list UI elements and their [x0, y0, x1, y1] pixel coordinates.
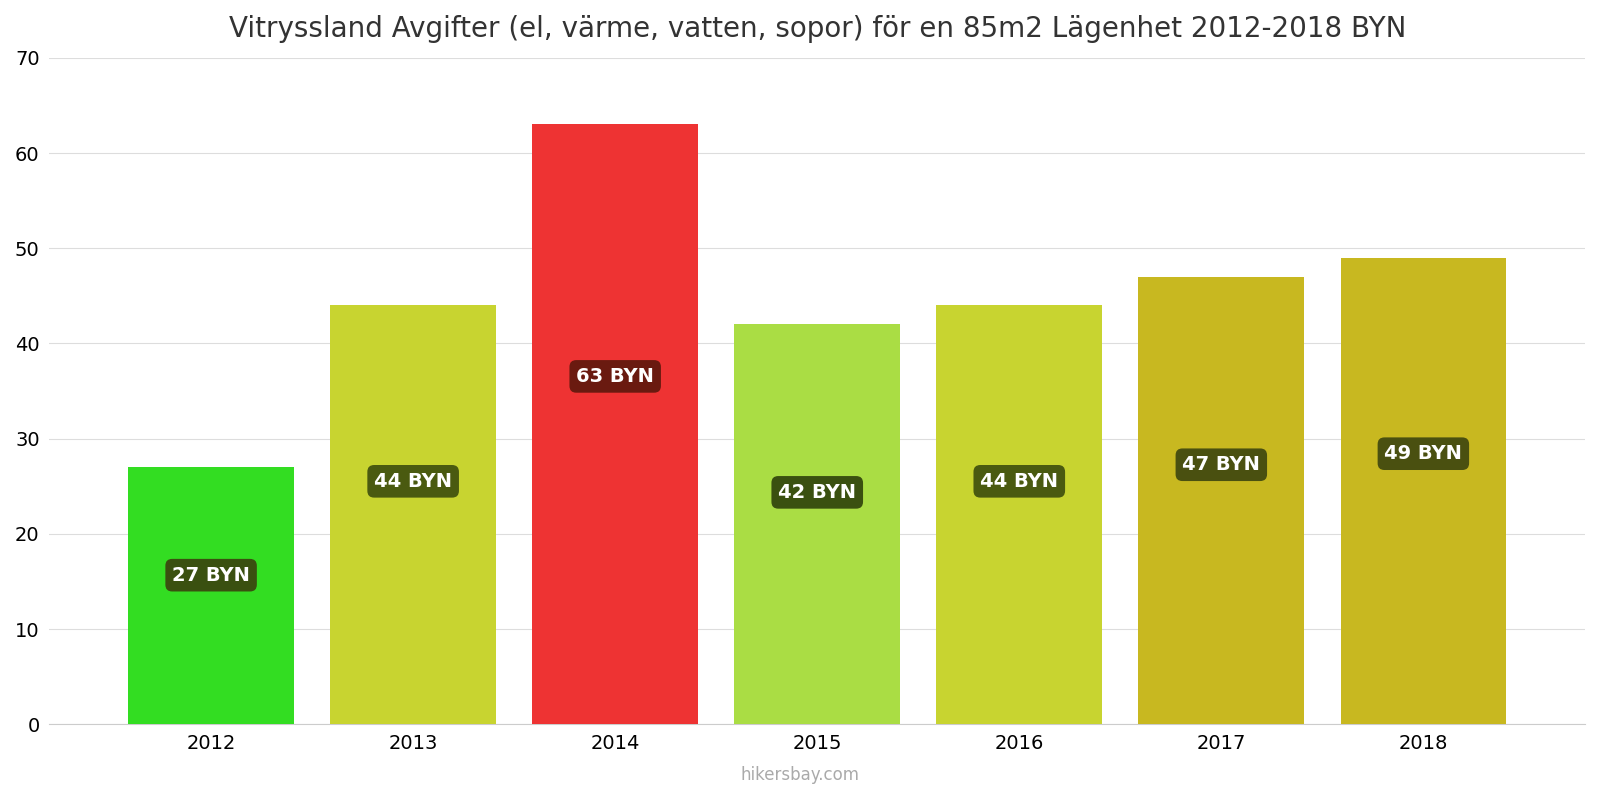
Text: 49 BYN: 49 BYN	[1384, 444, 1462, 463]
Bar	[533, 125, 698, 724]
Title: Vitryssland Avgifter (el, värme, vatten, sopor) för en 85m2 Lägenhet 2012-2018 B: Vitryssland Avgifter (el, värme, vatten,…	[229, 15, 1406, 43]
Text: 42 BYN: 42 BYN	[778, 483, 856, 502]
Bar	[1139, 277, 1304, 724]
Text: 47 BYN: 47 BYN	[1182, 455, 1261, 474]
Text: 44 BYN: 44 BYN	[374, 472, 453, 491]
Bar	[1341, 258, 1506, 724]
Text: 44 BYN: 44 BYN	[981, 472, 1058, 491]
Text: 63 BYN: 63 BYN	[576, 367, 654, 386]
Bar	[936, 306, 1102, 724]
Bar	[128, 467, 294, 724]
Bar	[734, 325, 901, 724]
Text: hikersbay.com: hikersbay.com	[741, 766, 859, 784]
Text: 27 BYN: 27 BYN	[173, 566, 250, 585]
Bar	[330, 306, 496, 724]
